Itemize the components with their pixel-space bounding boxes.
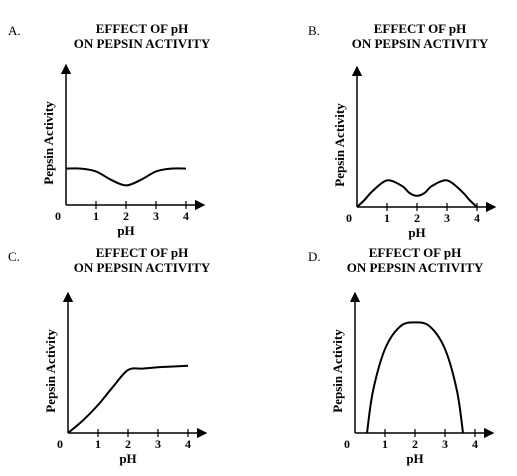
y-axis-label: Pepsin Activity <box>332 103 347 187</box>
x-tick-label: 4 <box>472 437 478 451</box>
panel-label: B. <box>308 23 320 38</box>
chart-title: EFFECT OF pH <box>374 21 466 36</box>
chart-title: EFFECT OF pH <box>96 21 188 36</box>
x-tick-label: 0 <box>346 211 352 225</box>
x-tick-label: 2 <box>123 209 129 223</box>
x-axis-label: pH <box>408 225 425 240</box>
chart-title: EFFECT OF pH <box>369 245 461 260</box>
curve <box>65 167 187 187</box>
x-tick-label: 4 <box>185 437 191 451</box>
x-axis-label: pH <box>406 451 423 466</box>
x-tick-label: 2 <box>414 211 420 225</box>
x-tick-label: 0 <box>55 209 61 223</box>
x-tick-label: 2 <box>412 437 418 451</box>
x-tick-label: 0 <box>344 437 350 451</box>
x-tick-label: 3 <box>444 211 450 225</box>
x-tick-label: 1 <box>382 437 388 451</box>
x-tick-label: 4 <box>474 211 480 225</box>
x-tick-label: 1 <box>95 437 101 451</box>
x-axis-label: pH <box>117 223 134 238</box>
x-tick-label: 1 <box>384 211 390 225</box>
x-tick-label: 2 <box>125 437 131 451</box>
y-axis-label: Pepsin Activity <box>43 329 58 413</box>
y-axis-label: Pepsin Activity <box>41 101 56 185</box>
x-tick-label: 3 <box>153 209 159 223</box>
curve <box>356 179 478 208</box>
curve <box>67 364 189 434</box>
panel-label: A. <box>8 23 21 38</box>
panel-label: D. <box>308 249 321 264</box>
chart-title: ON PEPSIN ACTIVITY <box>74 260 211 275</box>
x-tick-label: 4 <box>183 209 189 223</box>
x-tick-label: 0 <box>57 437 63 451</box>
x-tick-label: 1 <box>93 209 99 223</box>
panel-label: C. <box>8 249 20 264</box>
chart-title: EFFECT OF pH <box>96 245 188 260</box>
curve <box>366 321 464 434</box>
x-tick-label: 3 <box>442 437 448 451</box>
y-axis-label: Pepsin Activity <box>330 329 345 413</box>
chart-title: ON PEPSIN ACTIVITY <box>352 36 489 51</box>
chart-title: ON PEPSIN ACTIVITY <box>74 36 211 51</box>
chart-title: ON PEPSIN ACTIVITY <box>347 260 484 275</box>
x-tick-label: 3 <box>155 437 161 451</box>
x-axis-label: pH <box>119 451 136 466</box>
